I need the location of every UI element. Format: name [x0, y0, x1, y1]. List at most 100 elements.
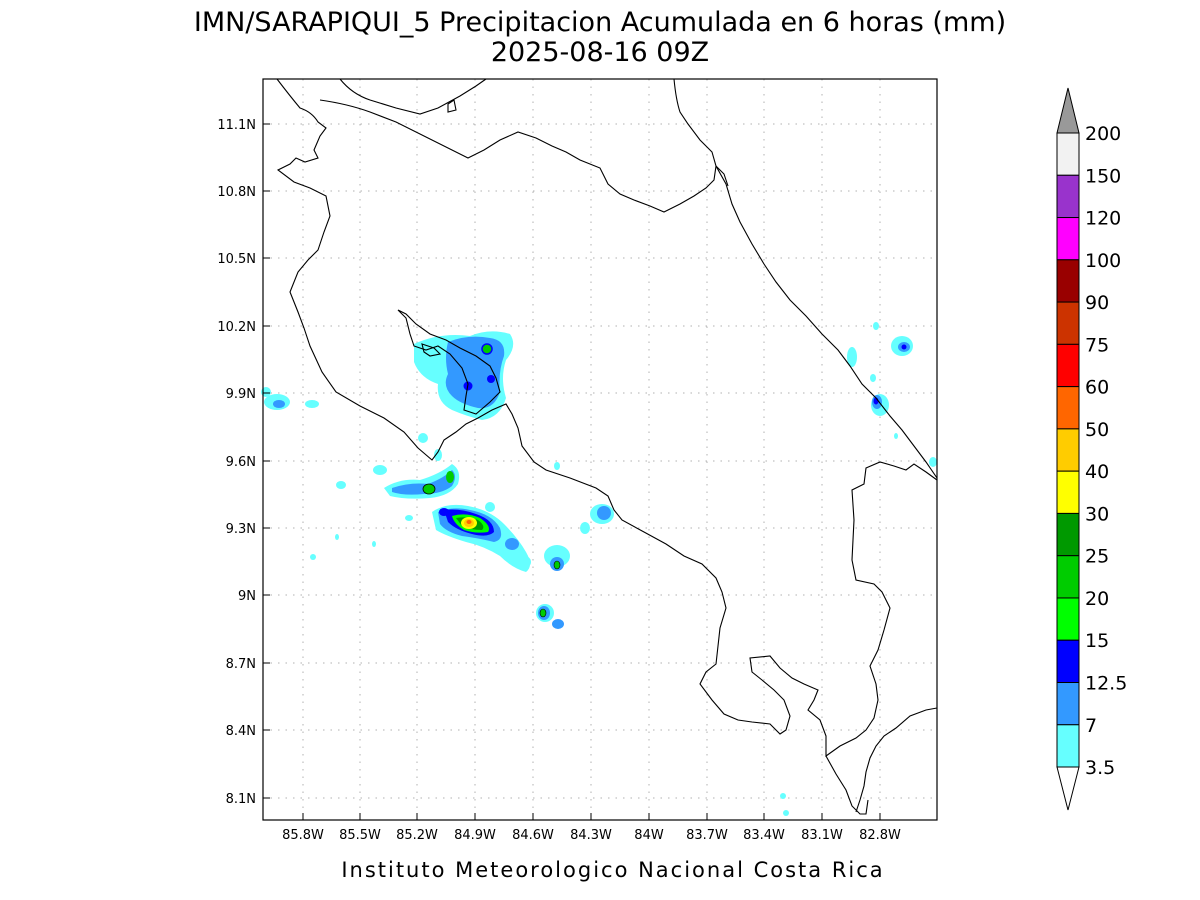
map-frame	[262, 78, 938, 821]
colorbar-swatch	[1056, 386, 1080, 430]
precip-area-light	[372, 541, 376, 547]
lat-tick-label: 10.2N	[217, 320, 256, 335]
colorbar-level-label: 7	[1085, 715, 1097, 737]
colorbar-level-label: 100	[1085, 250, 1121, 272]
lat-tick-label: 11.1N	[217, 118, 256, 133]
colorbar-level-label: 40	[1085, 461, 1109, 483]
lat-tick-label: 9N	[238, 589, 256, 604]
precip-area-light	[419, 358, 432, 370]
lat-tick-label: 8.7N	[226, 657, 256, 672]
nicaragua-lake-shore	[276, 78, 938, 758]
colorbar-level-label: 12.5	[1085, 673, 1127, 695]
precip-area-light	[405, 515, 413, 521]
lake-nicaragua-shore	[339, 78, 487, 115]
colorbar-level-label: 90	[1085, 292, 1109, 314]
colorbar-level-label: 50	[1085, 419, 1109, 441]
colorbar-swatch	[1056, 259, 1080, 303]
map-title: IMN/SARAPIQUI_5 Precipitacion Acumulada …	[194, 7, 1006, 38]
precip-core	[553, 560, 561, 570]
precip-area-light	[873, 322, 879, 330]
lat-tick-label: 9.9N	[226, 387, 256, 402]
lon-tick-label: 84.6W	[512, 828, 554, 843]
gulf-of-nicoya-coast	[397, 309, 501, 415]
colorbar-level-label: 200	[1085, 123, 1121, 145]
precip-area-light	[847, 347, 857, 367]
lon-tick-label: 82.8W	[859, 828, 901, 843]
colorbar-swatch	[1056, 428, 1080, 472]
precip-core	[539, 608, 547, 618]
coastlines-and-borders	[276, 78, 938, 815]
colorbar-level-label: 150	[1085, 165, 1121, 187]
precip-area-light	[336, 481, 346, 489]
lon-tick-label: 85.8W	[282, 828, 324, 843]
precip-area-light	[783, 810, 789, 816]
precip-area-light	[373, 465, 387, 475]
colorbar-level-label: 75	[1085, 334, 1109, 356]
colorbar-swatch	[1056, 682, 1080, 726]
colorbar-top-arrow	[1056, 87, 1080, 134]
precip-area-moderate	[505, 538, 519, 550]
latitude-axis: 11.1N 10.8N 10.5N 10.2N 9.9N 9.6N 9.3N 9…	[217, 118, 270, 807]
colorbar-swatch	[1056, 174, 1080, 219]
precip-area-light	[485, 502, 495, 512]
precip-area-moderate	[445, 336, 505, 409]
precip-core	[446, 471, 454, 483]
caribbean-coast	[673, 78, 938, 479]
precip-core	[487, 375, 495, 383]
colorbar-level-label: 20	[1085, 588, 1109, 610]
precip-area-light	[554, 462, 560, 470]
precip-area-50	[466, 520, 472, 524]
colorbar-level-label: 120	[1085, 208, 1121, 230]
colorbar-swatch	[1056, 301, 1080, 345]
precip-area-light	[418, 433, 428, 443]
colorbar-swatch	[1056, 343, 1080, 388]
panama-coast-south	[825, 755, 869, 815]
precip-area-light	[310, 554, 316, 560]
precip-area-light	[335, 534, 339, 540]
lon-tick-label: 85.5W	[339, 828, 381, 843]
colorbar-level-label: 3.5	[1085, 757, 1115, 779]
lon-tick-label: 83.1W	[801, 828, 843, 843]
precip-core	[901, 344, 907, 350]
nicoya-inner-coast	[421, 343, 442, 357]
precip-area-light	[894, 433, 898, 439]
colorbar-swatch	[1056, 724, 1080, 768]
precipitation-shading	[261, 322, 937, 816]
footer-credit: Instituto Meteorologico Nacional Costa R…	[341, 858, 884, 882]
colorbar-level-label: 25	[1085, 546, 1109, 568]
precip-area-light	[870, 374, 876, 382]
precip-area-light	[305, 400, 319, 408]
precip-area-moderate	[597, 506, 611, 520]
lat-tick-label: 9.6N	[226, 455, 256, 470]
precip-core	[481, 343, 493, 355]
lon-tick-label: 84W	[634, 828, 664, 843]
precip-area-light	[434, 449, 442, 461]
precip-area-light	[929, 457, 937, 467]
colorbar-swatch	[1056, 217, 1080, 261]
colorbar-bottom-arrow	[1056, 766, 1080, 811]
precip-area-moderate	[552, 619, 564, 629]
precip-area-light	[580, 522, 590, 534]
colorbar-swatch	[1056, 639, 1080, 684]
nicaragua-costa-rica-border	[319, 99, 729, 213]
precip-core	[439, 508, 449, 516]
map-plot-area	[263, 79, 937, 820]
precip-area-moderate	[392, 470, 455, 495]
lon-tick-label: 83.4W	[743, 828, 785, 843]
lake-island	[447, 99, 457, 113]
precip-area-light	[780, 793, 786, 799]
lat-tick-label: 8.4N	[226, 724, 256, 739]
precip-area-light	[513, 555, 531, 569]
colorbar-swatch	[1056, 555, 1080, 599]
colorbar-swatch	[1056, 132, 1080, 176]
lon-tick-label: 85.2W	[396, 828, 438, 843]
lat-tick-label: 8.1N	[226, 792, 256, 807]
map-subtitle-datetime: 2025-08-16 09Z	[491, 37, 709, 68]
colorbar-swatch	[1056, 512, 1080, 557]
colorbar-level-label: 30	[1085, 503, 1109, 525]
precip-core	[422, 483, 436, 495]
colorbar-swatch	[1056, 597, 1080, 641]
longitude-axis: 85.8W 85.5W 85.2W 84.9W 84.6W 84.3W 84W …	[282, 813, 901, 843]
lon-tick-label: 83.7W	[686, 828, 728, 843]
